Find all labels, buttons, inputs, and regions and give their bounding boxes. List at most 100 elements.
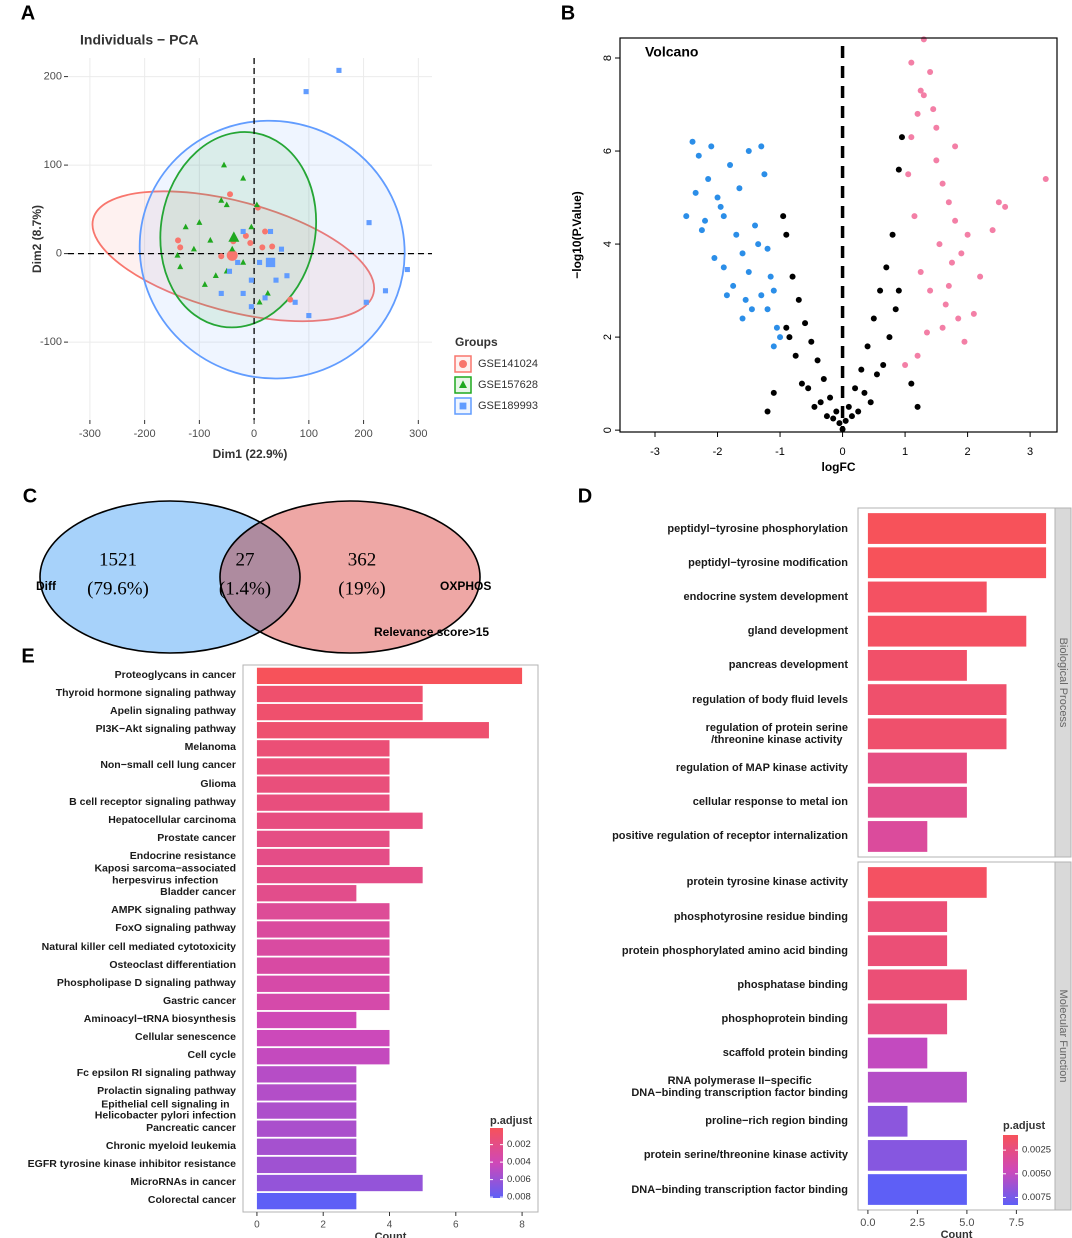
bar (256, 848, 390, 866)
legend-label: GSE189993 (478, 400, 538, 412)
bar (256, 1102, 357, 1119)
point (861, 389, 868, 396)
point (248, 223, 255, 230)
legend-marker (459, 402, 467, 410)
bar (256, 1138, 357, 1155)
point (248, 304, 254, 310)
category-label: Epithelial cell signaling in Helicobacte… (94, 1098, 236, 1122)
point (914, 403, 921, 410)
point (764, 245, 771, 252)
bar (256, 758, 390, 775)
point (698, 227, 705, 234)
category-label: EGFR tyrosine kinase inhibitor resistanc… (27, 1158, 236, 1171)
point (783, 324, 790, 331)
bar (867, 867, 987, 898)
x-tick-label: 5.0 (959, 1217, 974, 1229)
point (273, 277, 279, 283)
y-tick-label: 200 (44, 70, 62, 82)
point (833, 408, 840, 415)
venn-set-label: Diff (36, 579, 57, 593)
category-label: FoxO signaling pathway (115, 922, 236, 935)
point (905, 171, 912, 178)
point (752, 222, 759, 229)
bar (867, 649, 967, 681)
point (814, 357, 821, 364)
category-label: Chronic myeloid leukemia (105, 1140, 236, 1153)
point (218, 253, 225, 260)
category-label: protein tyrosine kinase activity (686, 876, 848, 889)
point (730, 282, 737, 289)
y-tick-label: 0 (56, 248, 62, 260)
x-tick-label: 0 (251, 428, 257, 440)
point (223, 201, 230, 208)
point (989, 227, 996, 234)
point (867, 399, 874, 406)
point (761, 171, 768, 178)
point (755, 241, 762, 248)
panel-label: D (578, 485, 592, 507)
point (852, 385, 859, 392)
category-label: regulation of body fluid levels (692, 693, 848, 706)
point (995, 199, 1002, 206)
legend-marker (459, 380, 467, 388)
plot-frame (619, 37, 1058, 433)
colorbar (490, 1128, 503, 1198)
y-tick-label: -100 (40, 336, 62, 348)
point (1002, 203, 1009, 210)
bar (256, 939, 390, 956)
venn-count: 362 (348, 549, 377, 570)
point (777, 334, 784, 341)
point (895, 166, 902, 173)
point (739, 250, 746, 257)
point (836, 420, 843, 427)
category-label: peptidyl−tyrosine phosphorylation (667, 522, 848, 535)
point (886, 334, 893, 341)
x-tick-label: 100 (300, 428, 318, 440)
bar (256, 685, 423, 703)
category-label: Phospholipase D signaling pathway (56, 977, 236, 990)
legend-marker (459, 360, 467, 368)
point (845, 403, 852, 410)
point (175, 237, 182, 244)
point (855, 408, 862, 415)
venn-count: 1521 (99, 549, 137, 570)
category-label: MicroRNAs in cancer (130, 1176, 236, 1189)
category-label: proline−rich region binding (705, 1115, 848, 1128)
point (264, 289, 271, 296)
category-label: Non−small cell lung cancer (100, 759, 236, 772)
y-tick-label: 6 (602, 148, 614, 154)
y-tick-label: 2 (602, 334, 614, 340)
bar (256, 866, 423, 884)
point (933, 157, 940, 164)
category-label: AMPK signaling pathway (111, 904, 236, 917)
category-label: Colorectal cancer (147, 1194, 236, 1207)
point (240, 174, 247, 181)
bar (867, 901, 948, 932)
category-label: protein serine/threonine kinase activity (643, 1149, 848, 1162)
point (764, 306, 771, 313)
confidence-ellipse (138, 119, 406, 380)
category-label: Cellular senescence (135, 1031, 236, 1044)
point (898, 134, 905, 141)
panel-label: E (21, 645, 34, 667)
bar (256, 1156, 357, 1174)
colorbar-label: 0.006 (507, 1174, 531, 1185)
category-label: DNA−binding transcription factor binding (631, 1183, 848, 1196)
point (292, 299, 298, 305)
x-tick-label: 300 (409, 428, 427, 440)
bar (256, 1029, 390, 1047)
x-tick-label: 0 (840, 446, 846, 458)
x-axis-title: Count (375, 1231, 407, 1238)
venn-percent: (19%) (338, 578, 385, 599)
category-label: pancreas development (728, 659, 848, 672)
x-tick-label: 2.5 (910, 1217, 925, 1229)
point (945, 199, 952, 206)
point (720, 213, 727, 220)
point (727, 161, 734, 168)
bar (867, 1003, 948, 1035)
bar (256, 957, 390, 974)
point (723, 292, 730, 299)
point (247, 239, 254, 246)
bar (867, 547, 1047, 579)
colorbar-label: 0.0075 (1022, 1192, 1051, 1203)
